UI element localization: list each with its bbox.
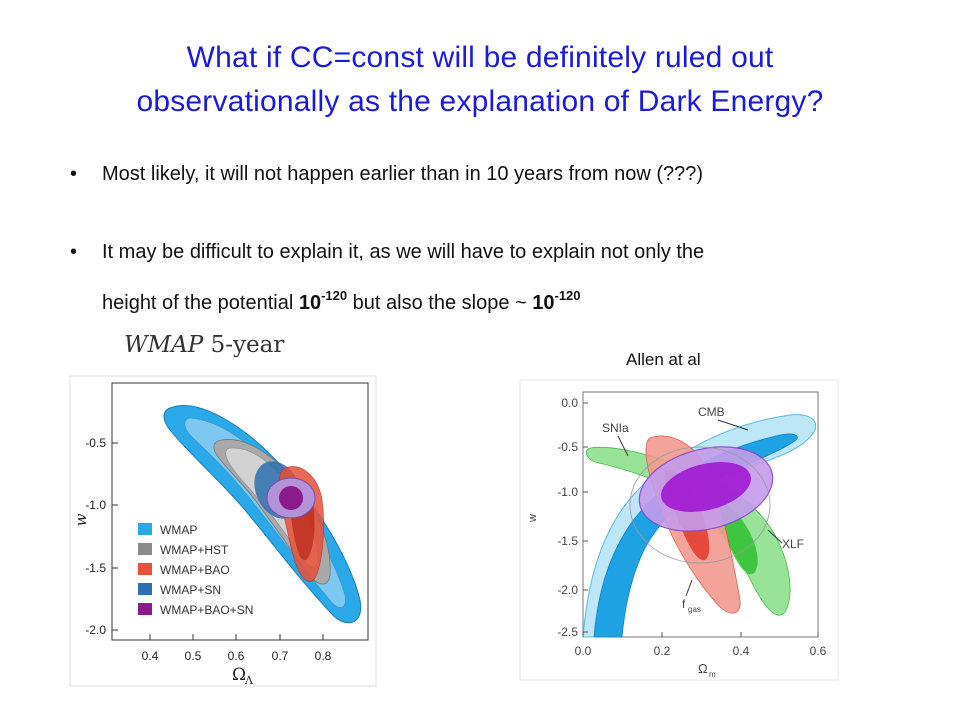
- x-tick-label: 0.6: [810, 644, 827, 658]
- fgas-label-sub: gas: [688, 605, 701, 614]
- legend-label: WMAP+BAO+SN: [160, 603, 253, 617]
- legend-swatch: [138, 563, 152, 575]
- y-tick-label: -1.5: [557, 534, 578, 548]
- snia-label: SNIa: [602, 421, 629, 435]
- allen-y-label: w: [527, 514, 539, 523]
- y-tick-label: -2.5: [557, 625, 578, 639]
- x-tick-label: 0.8: [315, 649, 332, 663]
- y-tick-label: -2.0: [557, 583, 578, 597]
- y-tick-label: -0.5: [557, 440, 578, 454]
- legend-label: WMAP+BAO: [160, 563, 230, 577]
- wmap-y-label: w: [72, 513, 90, 526]
- xlf-label: XLF: [782, 537, 804, 551]
- cmb-label: CMB: [698, 405, 725, 419]
- allen-x-label-sub: m: [709, 670, 716, 679]
- wmap-figure: WMAP WMAP+HST WMAP+BAO WMAP+SN WMAP+BAO+…: [70, 376, 376, 687]
- legend-label: WMAP+HST: [160, 543, 229, 557]
- legend-swatch: [138, 603, 152, 615]
- allen-x-label: Ω: [698, 661, 708, 676]
- x-tick-label: 0.4: [733, 644, 750, 658]
- y-tick-label: -2.0: [85, 623, 106, 637]
- figures-canvas: WMAP WMAP+HST WMAP+BAO WMAP+SN WMAP+BAO+…: [0, 0, 960, 720]
- x-tick-label: 0.7: [272, 649, 289, 663]
- x-tick-label: 0.4: [142, 649, 159, 663]
- y-tick-label: -1.5: [85, 561, 106, 575]
- legend-swatch: [138, 543, 152, 555]
- y-tick-label: 0.0: [561, 396, 578, 410]
- y-tick-label: -1.0: [85, 498, 106, 512]
- x-tick-label: 0.0: [575, 644, 592, 658]
- x-tick-label: 0.2: [654, 644, 671, 658]
- y-tick-label: -1.0: [557, 485, 578, 499]
- legend-label: WMAP: [160, 523, 197, 537]
- wmap-x-label: Ω: [232, 665, 246, 685]
- wmap-bao-sn-contour-inner: [279, 486, 303, 510]
- legend-label: WMAP+SN: [160, 583, 221, 597]
- allen-figure: SNIa CMB XLF f gas 0.0 -0.5 -1.0 -1.5 -2…: [520, 380, 838, 680]
- x-tick-label: 0.5: [185, 649, 202, 663]
- y-tick-label: -0.5: [85, 436, 106, 450]
- legend-swatch: [138, 523, 152, 535]
- legend-swatch: [138, 583, 152, 595]
- wmap-x-label-sub: Λ: [244, 674, 254, 687]
- x-tick-label: 0.6: [228, 649, 245, 663]
